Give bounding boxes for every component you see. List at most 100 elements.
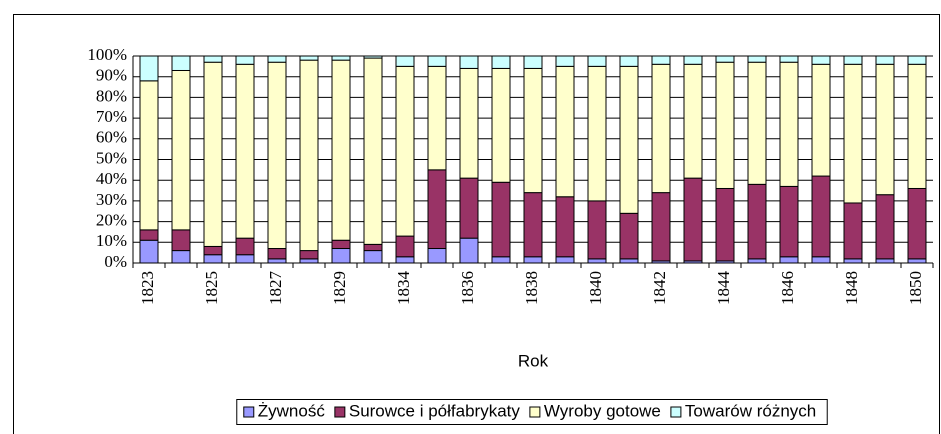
bar-segment bbox=[907, 63, 927, 189]
bar-segment bbox=[299, 250, 319, 260]
bar-segment bbox=[747, 61, 767, 185]
bar-segment bbox=[139, 55, 159, 82]
y-tick-label: 60% bbox=[96, 128, 127, 147]
bar-segment bbox=[651, 55, 671, 65]
legend-label: Wyroby gotowe bbox=[544, 401, 661, 420]
bar-segment bbox=[331, 55, 351, 61]
bar-segment bbox=[683, 63, 703, 179]
bar-segment bbox=[811, 175, 831, 258]
bar-segment bbox=[843, 258, 863, 264]
bar-segment bbox=[907, 187, 927, 260]
bar-segment bbox=[779, 55, 799, 63]
x-tick-label: 1838 bbox=[522, 271, 541, 305]
x-tick-label: 1827 bbox=[266, 271, 285, 306]
bar-segment bbox=[363, 250, 383, 264]
bar-segment bbox=[619, 212, 639, 260]
bar-segment bbox=[267, 248, 287, 260]
y-tick-label: 90% bbox=[96, 66, 127, 85]
bar-segment bbox=[459, 177, 479, 239]
bar-segment bbox=[363, 57, 383, 245]
bar-segment bbox=[427, 169, 447, 250]
bar-segment bbox=[395, 55, 415, 67]
bar-segment bbox=[875, 194, 895, 260]
bar-segment bbox=[203, 254, 223, 264]
bar-segment bbox=[139, 229, 159, 241]
bar-segment bbox=[491, 181, 511, 258]
x-tick-label: 1829 bbox=[330, 271, 349, 305]
bar-segment bbox=[523, 192, 543, 258]
bar-segment bbox=[555, 55, 575, 67]
bar-segment bbox=[555, 256, 575, 264]
bar-segment bbox=[811, 256, 831, 264]
bar-segment bbox=[587, 200, 607, 260]
bar-segment bbox=[331, 239, 351, 250]
bar-segment bbox=[459, 67, 479, 179]
legend: Żywność Surowce i półfabrykaty Wyroby goto… bbox=[243, 401, 816, 420]
y-tick-label: 20% bbox=[96, 211, 127, 230]
bar-segment bbox=[395, 235, 415, 258]
x-tick-label: 1850 bbox=[906, 271, 925, 305]
bar-segment bbox=[459, 237, 479, 264]
x-tick-label: 1844 bbox=[714, 271, 733, 306]
bar-segment bbox=[395, 65, 415, 237]
bar-segment bbox=[235, 254, 255, 264]
bar-segment bbox=[683, 177, 703, 262]
bar-segment bbox=[587, 65, 607, 202]
bar-segment bbox=[683, 55, 703, 65]
x-tick-label: 1823 bbox=[138, 271, 157, 305]
bar-segment bbox=[587, 55, 607, 67]
bar-segment bbox=[331, 248, 351, 264]
bar-segment bbox=[907, 55, 927, 65]
bar-segment bbox=[843, 202, 863, 260]
bar-segment bbox=[203, 245, 223, 256]
bar-segment bbox=[555, 65, 575, 198]
y-tick-label: 100% bbox=[87, 45, 127, 64]
bar-segment bbox=[203, 55, 223, 63]
bar-segment bbox=[267, 61, 287, 250]
bar-segment bbox=[171, 69, 191, 231]
bar-segment bbox=[459, 55, 479, 69]
y-tick-label: 30% bbox=[96, 190, 127, 209]
bar-segment bbox=[523, 256, 543, 264]
y-tick-label: 70% bbox=[96, 107, 127, 126]
legend-label: Towarów różnych bbox=[685, 401, 816, 420]
bar-segment bbox=[811, 63, 831, 177]
bar-segment bbox=[235, 237, 255, 256]
bar-segment bbox=[363, 55, 383, 59]
bar-segment bbox=[523, 55, 543, 69]
bar-segment bbox=[331, 59, 351, 241]
bar-segment bbox=[491, 256, 511, 264]
x-tick-label: 1848 bbox=[842, 271, 861, 305]
legend-label: Surowce i półfabrykaty bbox=[349, 401, 521, 420]
bar-segment bbox=[427, 55, 447, 67]
bar-segment bbox=[267, 55, 287, 63]
x-axis-label: Rok bbox=[518, 351, 549, 370]
bar-segment bbox=[427, 65, 447, 171]
bar-segment bbox=[779, 185, 799, 258]
y-tick-label: 80% bbox=[96, 86, 127, 105]
bar-segment bbox=[491, 55, 511, 69]
x-tick-label: 1834 bbox=[394, 271, 413, 306]
bar-segment bbox=[395, 256, 415, 264]
bar-segment bbox=[235, 55, 255, 65]
bar-segment bbox=[491, 67, 511, 183]
y-tick-label: 10% bbox=[96, 231, 127, 250]
bar-segment bbox=[267, 258, 287, 264]
bar-segment bbox=[747, 258, 767, 264]
bar-segment bbox=[843, 63, 863, 204]
bar-segment bbox=[555, 196, 575, 258]
bar-segment bbox=[843, 55, 863, 65]
bar-segment bbox=[619, 258, 639, 264]
bar-segment bbox=[779, 61, 799, 187]
legend-swatch bbox=[529, 406, 541, 418]
bar-segment bbox=[299, 59, 319, 252]
x-tick-label: 1846 bbox=[778, 271, 797, 305]
bar-segment bbox=[875, 55, 895, 65]
bar-segment bbox=[651, 63, 671, 194]
bar-segment bbox=[651, 192, 671, 262]
bar-segment bbox=[747, 55, 767, 63]
bar-segment bbox=[427, 248, 447, 264]
bar-segment bbox=[907, 258, 927, 264]
x-tick-label: 1825 bbox=[202, 271, 221, 305]
bar-segment bbox=[299, 55, 319, 61]
